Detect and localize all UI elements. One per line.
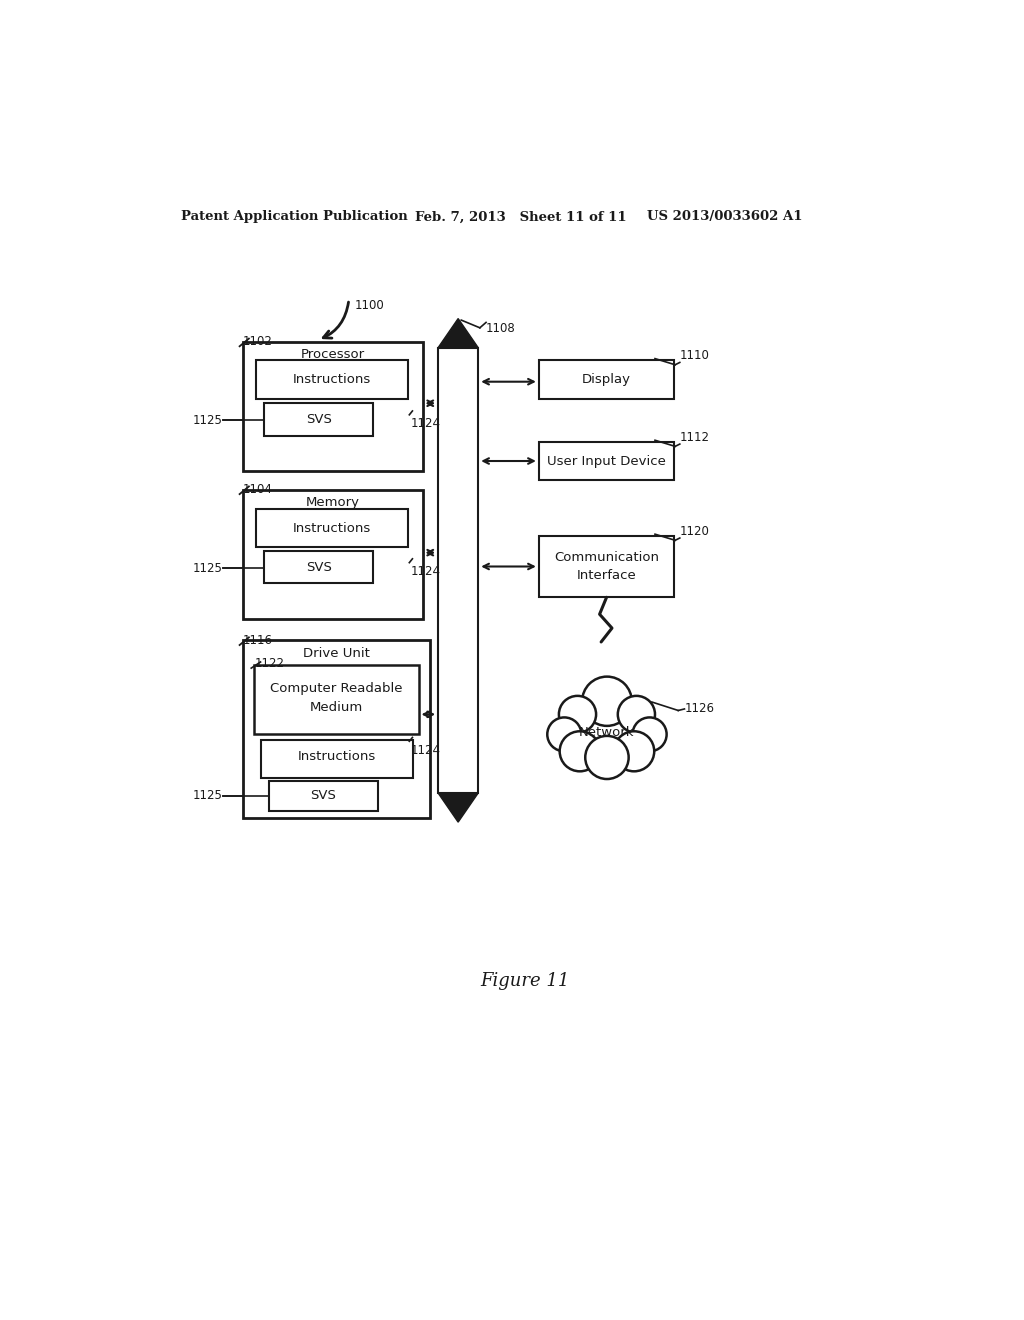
Text: User Input Device: User Input Device — [547, 454, 666, 467]
Circle shape — [586, 737, 629, 779]
Text: Instructions: Instructions — [293, 372, 371, 385]
Circle shape — [583, 677, 632, 726]
Bar — [256, 508, 408, 548]
Circle shape — [633, 718, 667, 751]
Bar — [539, 360, 675, 399]
Text: 1124: 1124 — [411, 743, 441, 756]
Text: Figure 11: Figure 11 — [480, 972, 569, 990]
FancyArrowPatch shape — [324, 302, 348, 338]
Text: 1125: 1125 — [193, 561, 222, 574]
Text: US 2013/0033602 A1: US 2013/0033602 A1 — [647, 210, 803, 223]
Bar — [264, 552, 373, 583]
Bar — [256, 360, 408, 399]
Circle shape — [617, 696, 655, 733]
Polygon shape — [438, 318, 478, 348]
Text: 1126: 1126 — [684, 702, 715, 715]
Text: Patent Application Publication: Patent Application Publication — [180, 210, 408, 223]
Text: 1125: 1125 — [193, 789, 222, 803]
Text: 1122: 1122 — [254, 656, 285, 669]
Text: Computer Readable: Computer Readable — [270, 681, 402, 694]
Bar — [264, 404, 373, 436]
Text: SVS: SVS — [310, 789, 336, 803]
Text: 1120: 1120 — [680, 525, 710, 539]
Text: Medium: Medium — [310, 701, 364, 714]
Text: Network: Network — [580, 726, 635, 739]
Bar — [269, 780, 378, 812]
Text: Instructions: Instructions — [293, 521, 371, 535]
Text: 1100: 1100 — [354, 298, 384, 312]
Text: Feb. 7, 2013   Sheet 11 of 11: Feb. 7, 2013 Sheet 11 of 11 — [415, 210, 627, 223]
Text: Drive Unit: Drive Unit — [303, 647, 370, 660]
Bar — [254, 665, 419, 734]
Text: 1116: 1116 — [243, 634, 272, 647]
Bar — [243, 490, 423, 619]
Text: 1124: 1124 — [411, 417, 441, 430]
Text: 1112: 1112 — [680, 432, 710, 444]
Text: 1104: 1104 — [243, 483, 272, 496]
Circle shape — [614, 731, 654, 771]
Circle shape — [559, 696, 596, 733]
Text: 1108: 1108 — [486, 322, 516, 335]
Text: Interface: Interface — [577, 569, 637, 582]
Bar — [438, 348, 478, 793]
Polygon shape — [438, 793, 478, 822]
Circle shape — [560, 731, 600, 771]
Text: Processor: Processor — [300, 348, 365, 362]
Text: SVS: SVS — [306, 561, 332, 574]
Text: 1124: 1124 — [411, 565, 441, 578]
Text: 1125: 1125 — [193, 413, 222, 426]
Bar — [539, 536, 675, 598]
Text: SVS: SVS — [306, 413, 332, 426]
Text: Display: Display — [582, 372, 631, 385]
Text: Instructions: Instructions — [298, 750, 377, 763]
Text: 1102: 1102 — [243, 335, 272, 348]
Text: 1110: 1110 — [680, 350, 710, 363]
Bar — [539, 442, 675, 480]
Text: Communication: Communication — [554, 550, 659, 564]
Text: Memory: Memory — [305, 496, 359, 510]
Bar — [261, 739, 414, 779]
Bar — [243, 640, 430, 817]
Bar — [243, 342, 423, 471]
Circle shape — [547, 718, 582, 751]
